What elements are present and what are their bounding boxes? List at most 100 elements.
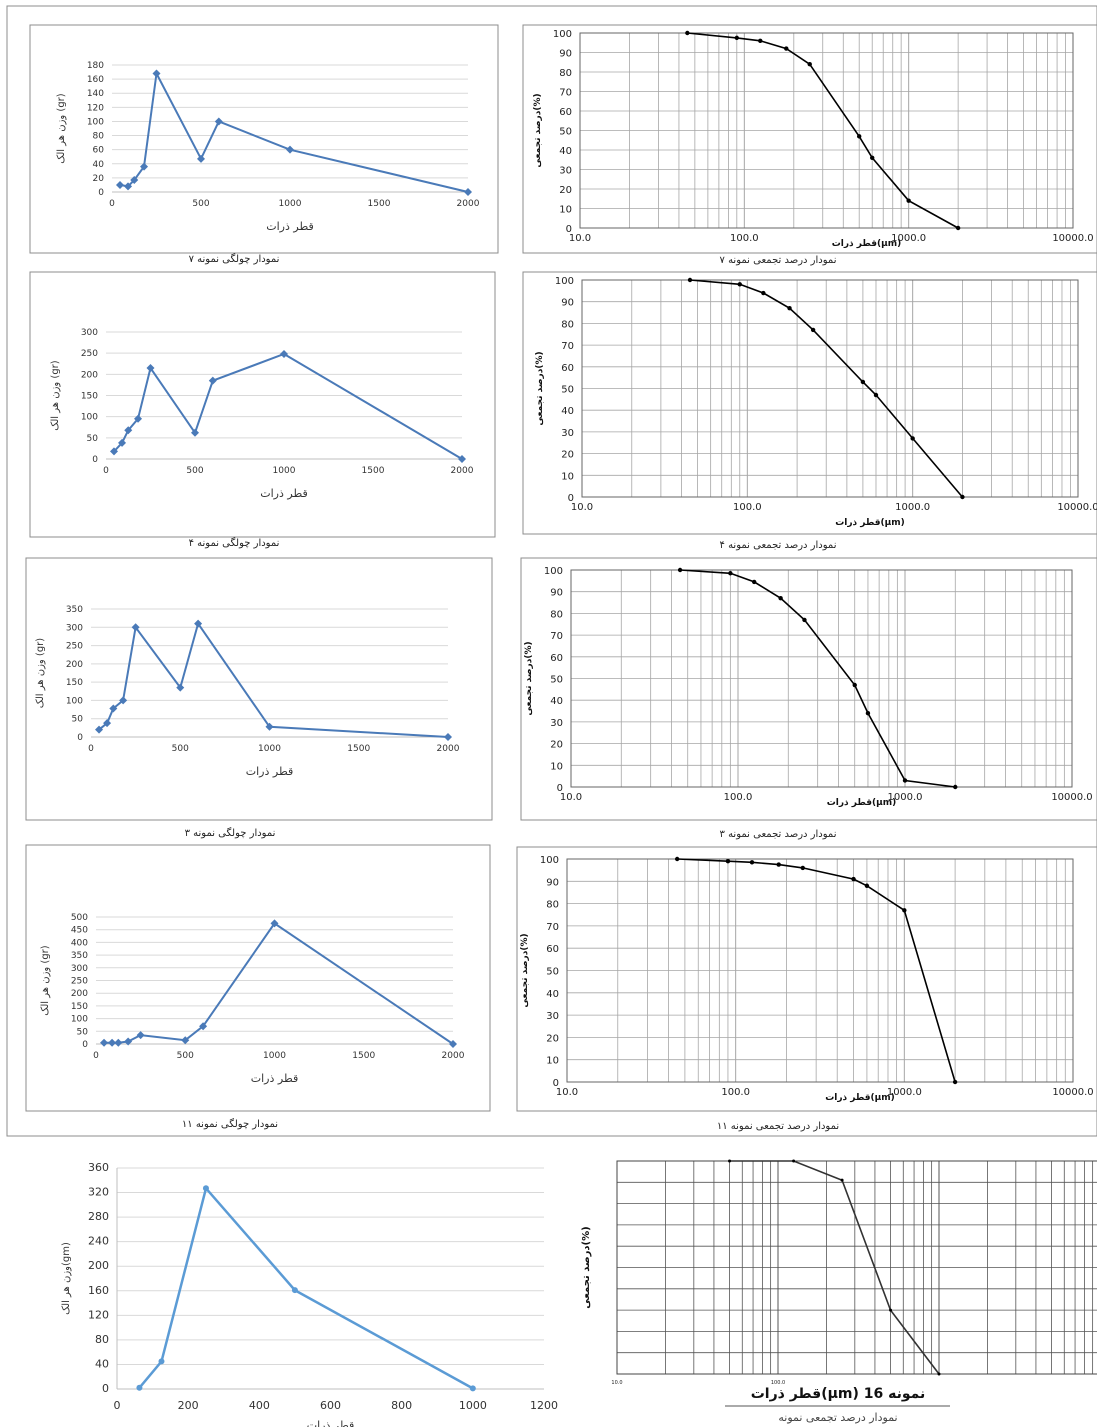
data-point bbox=[214, 117, 223, 126]
ytick-label: 70 bbox=[550, 631, 563, 642]
ytick-label: 60 bbox=[93, 146, 105, 156]
data-point bbox=[124, 1037, 133, 1046]
data-point bbox=[464, 188, 472, 196]
y-axis-label: وزن هر الک (gr) bbox=[50, 360, 61, 430]
ytick-label: 30 bbox=[550, 718, 563, 729]
chart-frame-h11 bbox=[25, 844, 491, 1112]
xtick-label: 1500 bbox=[352, 1051, 375, 1061]
xtick-label: 10.0 bbox=[560, 792, 582, 803]
xtick-label: 100.0 bbox=[771, 1380, 785, 1386]
data-point bbox=[902, 908, 907, 913]
data-point bbox=[937, 1372, 941, 1376]
data-point bbox=[444, 733, 452, 741]
y-axis-label: وزن هر الک (gr) bbox=[35, 638, 46, 708]
ytick-label: 20 bbox=[93, 174, 105, 184]
data-point bbox=[291, 1287, 298, 1294]
plot-area-c7 bbox=[579, 30, 1074, 231]
data-point bbox=[469, 1385, 476, 1392]
data-point bbox=[114, 1038, 123, 1047]
ytick-label: 400 bbox=[71, 938, 88, 948]
ytick-label: 0 bbox=[557, 783, 563, 794]
plot-area-c11 bbox=[566, 856, 1074, 1085]
ytick-label: 50 bbox=[546, 967, 559, 978]
ytick-label: 50 bbox=[87, 434, 99, 444]
y-axis-label: وزن هر الک (gr) bbox=[56, 93, 67, 163]
data-point bbox=[109, 704, 118, 713]
ytick-label: 20 bbox=[561, 450, 574, 461]
ytick-label: 250 bbox=[71, 977, 88, 987]
chart-frame-c3 bbox=[520, 557, 1097, 821]
ytick-label: 60 bbox=[546, 944, 559, 955]
plot-border bbox=[579, 32, 1074, 229]
data-point bbox=[860, 379, 866, 385]
x-axis-label: قطر ذرات(µm) bbox=[827, 798, 897, 808]
chart-c3: 0 10 20 30 40 50 60 70 80 90 100 10.0 100.0 1000.0 100… bbox=[524, 566, 1093, 840]
plot-border bbox=[566, 858, 1074, 1083]
xtick-label: 10.0 bbox=[611, 1380, 622, 1386]
xtick-label: 100.0 bbox=[724, 792, 753, 803]
xtick-label: 2000 bbox=[457, 199, 480, 209]
ytick-label: 100 bbox=[87, 117, 104, 127]
xtick-label: 2000 bbox=[442, 1051, 465, 1061]
ytick-label: 250 bbox=[81, 349, 98, 359]
xtick-label: 100.0 bbox=[733, 502, 762, 513]
data-point bbox=[134, 414, 143, 423]
data-point bbox=[199, 1022, 208, 1031]
xtick-label: 1000 bbox=[279, 199, 302, 209]
xtick-label: 1000.0 bbox=[891, 233, 926, 244]
ytick-label: 100 bbox=[540, 855, 559, 866]
plot-area-h3 bbox=[91, 608, 452, 741]
ytick-label: 120 bbox=[88, 1308, 109, 1321]
xtick-label: 600 bbox=[320, 1399, 341, 1412]
x-axis-label: قطر ذرات bbox=[307, 1419, 354, 1427]
chart-frame-c4 bbox=[522, 271, 1097, 535]
chart-caption: نمودار چولگی نمونه ۴ bbox=[189, 537, 280, 549]
plot-area-c3 bbox=[570, 567, 1073, 790]
ytick-label: 80 bbox=[95, 1333, 109, 1346]
data-point bbox=[181, 1036, 190, 1045]
ytick-label: 10 bbox=[546, 1056, 559, 1067]
chart-frame-c7 bbox=[522, 24, 1097, 254]
ytick-label: 80 bbox=[559, 68, 572, 79]
data-point bbox=[960, 494, 965, 500]
data-point bbox=[751, 579, 757, 585]
data-point bbox=[778, 596, 783, 601]
data-point bbox=[851, 876, 856, 882]
ytick-label: 0 bbox=[566, 224, 572, 235]
ytick-label: 0 bbox=[568, 493, 574, 504]
data-point bbox=[952, 1079, 958, 1085]
ytick-label: 10 bbox=[550, 761, 563, 772]
ytick-label: 40 bbox=[93, 160, 105, 170]
chart-frame-h3 bbox=[25, 557, 493, 821]
data-point bbox=[103, 719, 112, 728]
ytick-label: 50 bbox=[72, 715, 84, 725]
chart-caption-bold: قطر ذرات(µm) نمونه 16 bbox=[751, 1386, 926, 1402]
data-point bbox=[787, 306, 792, 311]
data-point bbox=[873, 392, 879, 398]
ytick-label: 80 bbox=[550, 609, 563, 620]
data-point bbox=[100, 1038, 109, 1047]
xtick-label: 1000 bbox=[263, 1051, 286, 1061]
ytick-label: 350 bbox=[66, 605, 83, 615]
data-point bbox=[776, 862, 781, 867]
ytick-label: 50 bbox=[559, 127, 572, 138]
xtick-label: 400 bbox=[249, 1399, 270, 1412]
ytick-label: 100 bbox=[553, 29, 572, 40]
chart-h3: 0 50 100 150 200 250 300 350 0 500 1000 1500 2000 قطر… bbox=[35, 605, 460, 839]
ytick-label: 250 bbox=[66, 642, 83, 652]
data-point bbox=[953, 784, 958, 790]
plot-area-c16 bbox=[616, 1159, 1097, 1376]
xtick-label: 100.0 bbox=[730, 233, 759, 244]
xtick-label: 1500 bbox=[347, 744, 370, 754]
data-point bbox=[889, 1308, 893, 1312]
ytick-label: 90 bbox=[561, 298, 574, 309]
xtick-label: 1500 bbox=[362, 466, 385, 476]
chart-h16: 0 40 80 120 160 200 240 280 320 360 0 200 400 600 800 1… bbox=[61, 1161, 558, 1427]
ytick-label: 0 bbox=[102, 1382, 109, 1395]
data-point bbox=[136, 1031, 145, 1040]
x-axis-label: قطر ذرات bbox=[246, 765, 293, 778]
ytick-label: 90 bbox=[546, 877, 559, 888]
ytick-label: 120 bbox=[87, 103, 104, 113]
data-point bbox=[110, 447, 119, 456]
ytick-label: 320 bbox=[88, 1186, 109, 1199]
